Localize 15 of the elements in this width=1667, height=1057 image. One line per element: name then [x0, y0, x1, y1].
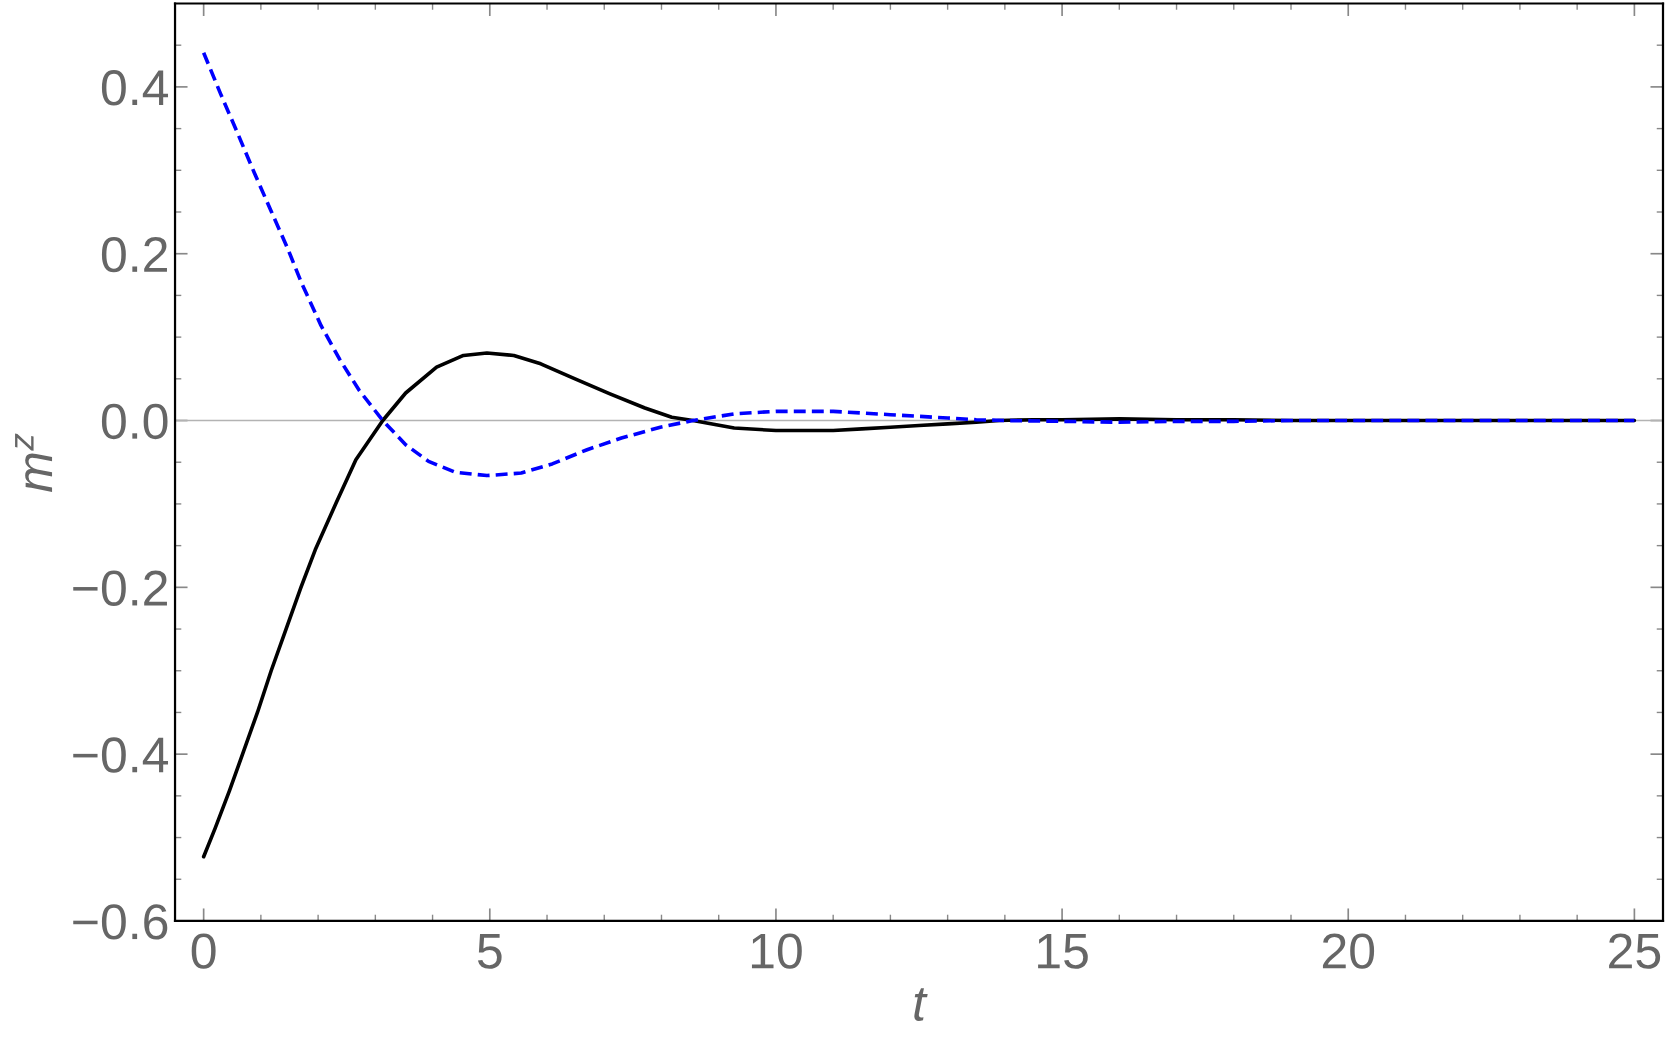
x-tick-label: 5 — [477, 933, 502, 969]
y-tick-label: −0.4 — [73, 737, 169, 773]
y-tick-label: 0.4 — [101, 70, 169, 106]
line-series — [201, 50, 1637, 478]
x-tick-label: 25 — [1609, 933, 1661, 969]
x-tick-label: 15 — [1038, 933, 1088, 969]
y-axis-title: m$^{z}$ — [15, 433, 53, 492]
x-tick-label: 10 — [751, 933, 802, 969]
y-tick-label: −0.2 — [73, 570, 167, 606]
x-tick-label: 0 — [191, 933, 216, 969]
y-tick-label: −0.6 — [73, 904, 168, 940]
y-tick-label: 0.2 — [101, 236, 167, 273]
y-tick-label: 0.0 — [101, 403, 168, 440]
x-axis-title: t — [914, 988, 928, 1021]
x-tick-label: 20 — [1322, 933, 1375, 969]
